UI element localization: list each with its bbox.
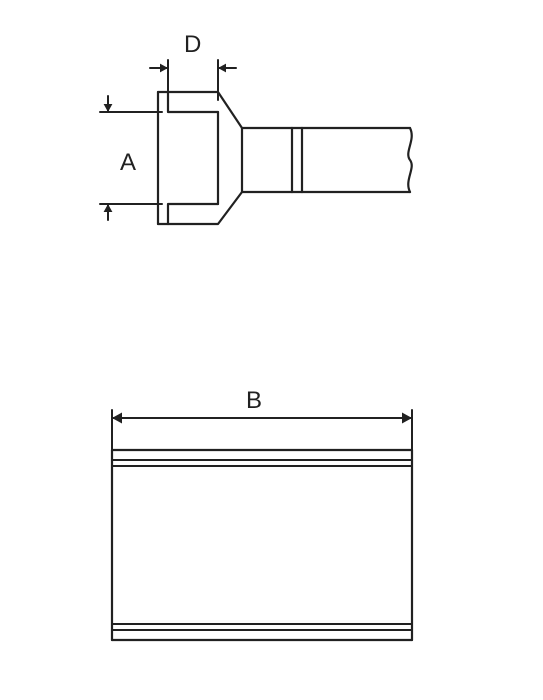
dim-d-label: D xyxy=(184,31,201,58)
dim-a-label: A xyxy=(120,149,136,176)
dim-b-label: B xyxy=(246,387,262,414)
